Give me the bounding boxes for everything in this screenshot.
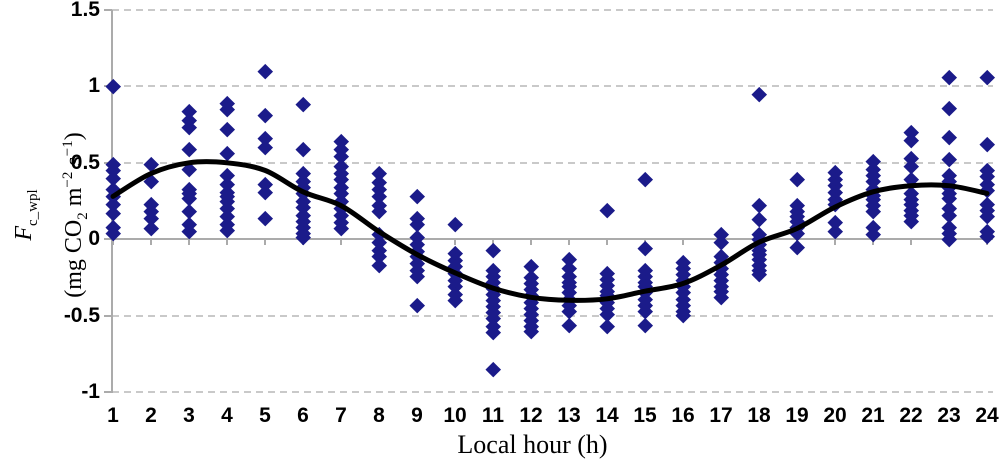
x-tick-label: 24 — [975, 404, 999, 427]
x-tick — [834, 240, 836, 246]
x-tick — [910, 240, 912, 246]
y-tick-label: 0 — [88, 227, 100, 251]
x-tick-label: 6 — [297, 404, 309, 427]
y-tick — [104, 314, 112, 317]
gridline — [112, 161, 993, 164]
x-tick-label: 22 — [899, 404, 923, 427]
x-tick-label: 20 — [823, 404, 847, 427]
x-tick-label: 11 — [481, 404, 505, 427]
y-tick-label: 0.5 — [70, 150, 100, 174]
x-tick-label: 3 — [183, 404, 195, 427]
x-tick-label: 9 — [411, 404, 423, 427]
y-tick-label: 1 — [88, 74, 100, 98]
gridline — [112, 314, 993, 317]
x-tick-label: 19 — [785, 404, 809, 427]
x-tick-label: 14 — [595, 404, 619, 427]
x-tick-label: 16 — [671, 404, 695, 427]
x-tick — [264, 240, 266, 246]
x-tick — [872, 240, 874, 246]
x-tick — [340, 240, 342, 246]
y-tick-label: -1 — [81, 380, 100, 403]
x-tick-label: 23 — [937, 404, 961, 427]
y-tick — [104, 391, 112, 393]
x-tick-label: 5 — [259, 404, 271, 427]
gridline — [112, 85, 993, 88]
x-tick — [454, 240, 456, 246]
x-tick-label: 18 — [747, 404, 771, 427]
y-tick-label: -0.5 — [63, 303, 100, 327]
gridline — [112, 9, 993, 11]
x-tick-label: 10 — [443, 404, 467, 427]
x-tick-label: 21 — [861, 404, 885, 427]
x-tick-label: 4 — [221, 404, 233, 427]
x-tick — [112, 240, 114, 246]
gridline — [112, 391, 993, 393]
x-tick-label: 12 — [519, 404, 543, 427]
x-tick-label: 17 — [709, 404, 733, 427]
x-tick-label: 2 — [145, 404, 157, 427]
x-tick-label: 15 — [633, 404, 657, 427]
y-tick — [104, 238, 112, 241]
x-tick — [226, 240, 228, 246]
y-tick-label: 1.5 — [70, 0, 100, 21]
x-tick — [606, 240, 608, 246]
zero-axis-line — [112, 238, 993, 241]
x-tick-label: 13 — [557, 404, 581, 427]
x-tick — [568, 240, 570, 246]
x-tick-label: 7 — [335, 404, 347, 427]
x-tick — [530, 240, 532, 246]
x-tick — [188, 240, 190, 246]
x-tick-label: 1 — [107, 404, 119, 427]
x-tick — [150, 240, 152, 246]
x-axis-title: Local hour (h) — [457, 430, 608, 459]
x-tick-label: 8 — [373, 404, 385, 427]
x-tick — [682, 240, 684, 246]
y-tick — [104, 9, 112, 11]
